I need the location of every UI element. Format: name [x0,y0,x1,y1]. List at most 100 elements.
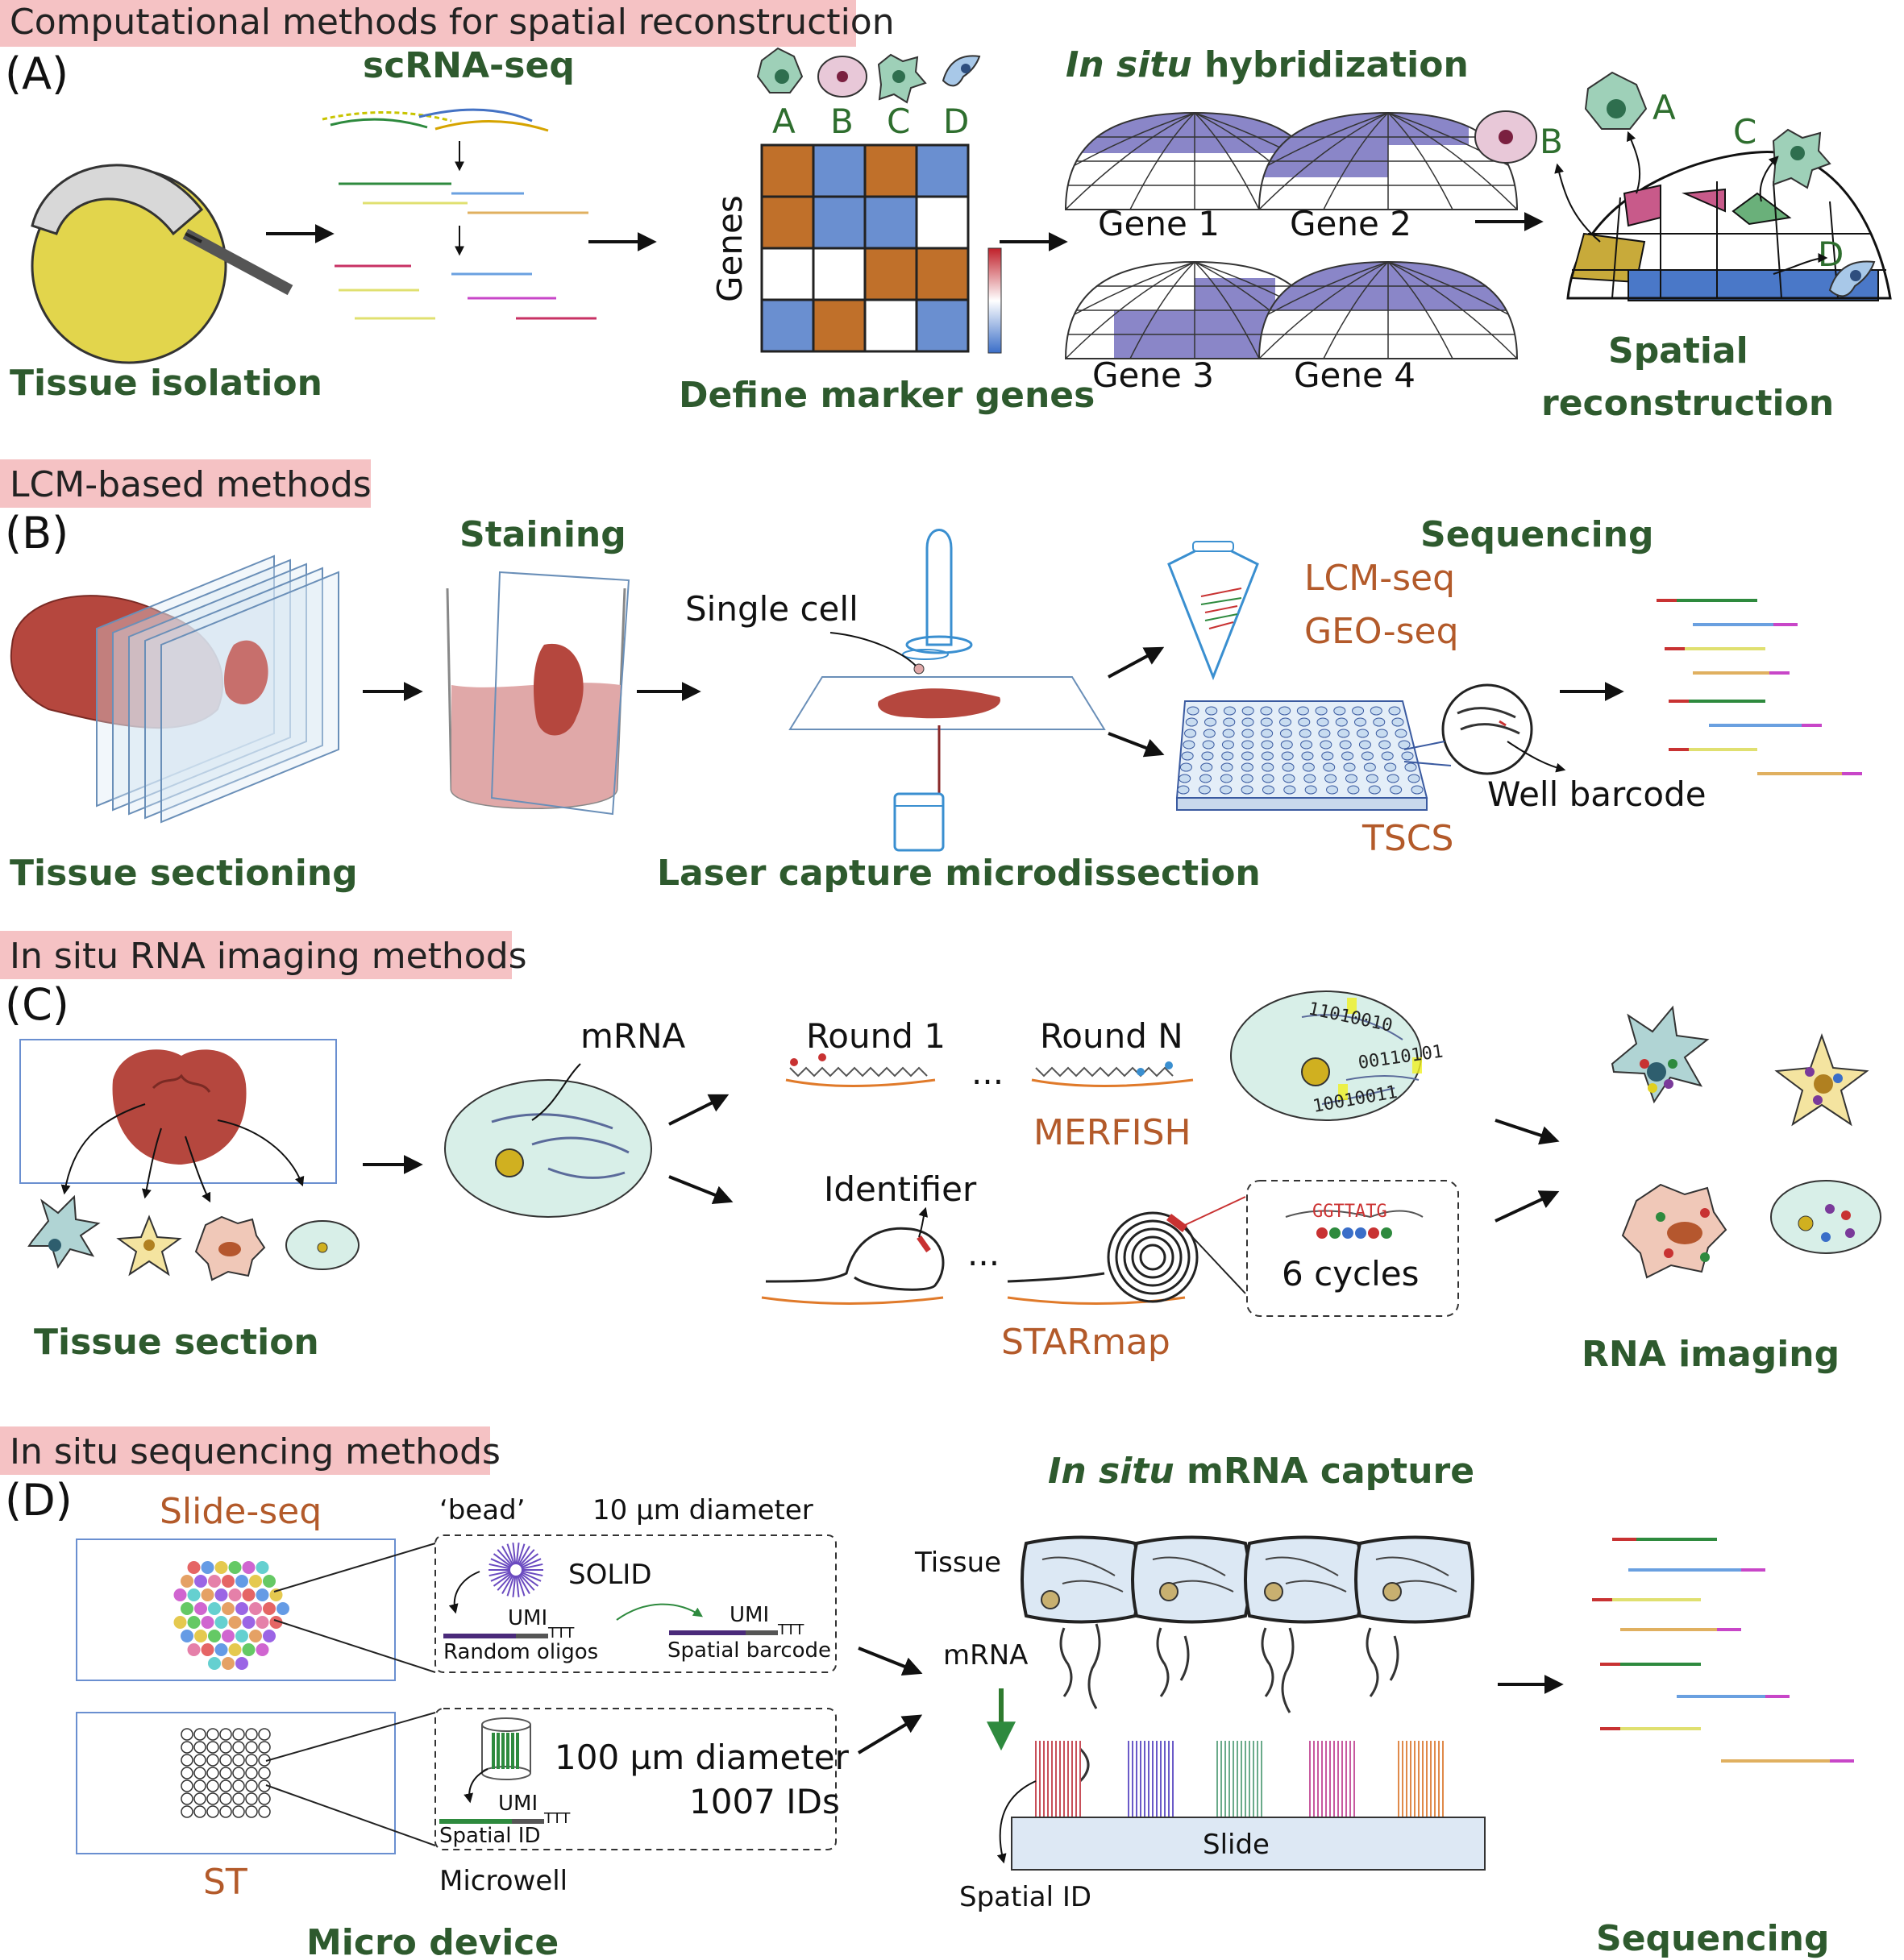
microwell-label: Microwell [439,1865,567,1897]
recon-label-b: B [1540,122,1563,161]
tissue-section-label: Tissue section [34,1322,319,1363]
slide-label: Slide [1203,1829,1270,1861]
well-zoom [1403,683,1566,775]
ids-label: 1007 IDs [689,1782,840,1821]
bead-diameter-label: 10 µm diameter [592,1494,813,1526]
panel-c-banner-text: In situ RNA imaging methods [10,936,527,977]
tissue-section-illustration [19,1039,360,1281]
umi-label-2: UMI [730,1603,769,1627]
cycles-label: 6 cycles [1282,1254,1420,1294]
recon-cell-d [1828,260,1876,297]
panel-d-banner [0,1426,490,1475]
recon-label-c: C [1733,112,1756,152]
panel-b-banner-text: LCM-based methods [10,464,372,505]
well-barcode-label: Well barcode [1487,774,1707,814]
heatmap-cell [915,298,970,353]
starmap-label: STARmap [1001,1322,1170,1363]
panel-b-banner [0,459,371,508]
cell-icon-d [942,55,981,87]
sequencing-cycles-box [1246,1180,1459,1317]
staining-beaker [446,571,630,816]
capture-tissue-cells [1021,1535,1474,1624]
genes-axis-label: Genes [710,195,750,302]
heatmap-cell [760,298,815,353]
gene-domes [1064,111,1519,359]
heatmap-cell [915,143,970,198]
scrna-seq-title: scRNA-seq [363,45,575,86]
heatmap-cell [863,247,918,301]
rna-imaging-cells [1611,1005,1881,1279]
heatmap-colorbar [987,247,1002,354]
heatmap-cell [812,195,867,250]
tscs-label: TSCS [1361,818,1453,859]
spatial-id-label-1: Spatial ID [439,1824,540,1848]
heatmap-cell [863,143,918,198]
panel-b: LCM-based methods (B) Tissue sectioning … [0,459,1862,894]
round-n-label: Round N [1040,1016,1183,1056]
spatial-id-label-2: Spatial ID [959,1881,1091,1913]
merfish-ellipsis: ... [971,1053,1004,1092]
panel-c: In situ RNA imaging methods (C) Tissue s… [0,931,1881,1375]
recon-label-a: A [1652,88,1676,127]
tissue-sectioning-illustration [10,554,339,824]
panel-a-banner [0,0,856,47]
gene-2-label: Gene 2 [1290,204,1411,243]
heatmap-cell [812,247,867,301]
cell-icon-b [817,56,867,98]
starmap-ellipsis: ... [967,1234,1000,1273]
bead-label: ‘bead’ [439,1494,526,1526]
merfish-probes [785,1053,1194,1087]
tissue-cell [1021,1535,1141,1624]
ttt-label-1: TTT [547,1625,575,1642]
heatmap-cell [915,247,970,301]
gene-4-label: Gene 4 [1294,355,1416,395]
heatmap-cell [760,247,815,301]
cell-label-b: B [830,102,854,141]
capture-title: In situ mRNA capture [1048,1451,1474,1492]
panel-d-letter: (D) [5,1475,73,1526]
gene-3-label: Gene 3 [1092,355,1214,395]
sequence-reads-d [1592,1538,1854,1763]
mrna-label-c: mRNA [580,1016,686,1056]
umi-label-3: UMI [498,1792,538,1816]
panel-d: In situ sequencing methods (D) Slide-seq… [0,1426,1854,1960]
heatmap-cell [760,143,815,198]
cell-icon-a [756,47,804,93]
tissue-label-d: Tissue [914,1547,1001,1579]
mrna-cell [444,1063,652,1218]
panel-c-banner [0,931,512,979]
well-diameter-label: 100 µm diameter [555,1738,850,1777]
well-plate [1175,700,1428,811]
single-cell-label: Single cell [685,589,858,629]
heatmap-cell [915,195,970,250]
st-label: ST [203,1862,247,1903]
lcm-setup [788,529,1106,852]
sequence-dots [1316,1227,1392,1239]
slideseq-label: Slide-seq [160,1491,322,1532]
panel-d-banner-text: In situ sequencing methods [10,1431,501,1472]
sequencing-title-b: Sequencing [1420,514,1654,555]
tissue-isolation-illustration [31,164,293,364]
random-oligos-label: Random oligos [443,1640,598,1664]
well-detail-box [434,1708,837,1850]
capture-slide [1011,1817,1486,1871]
gene-1-label: Gene 1 [1098,204,1220,243]
heatmap-cell [863,298,918,353]
marker-gene-heatmap [760,143,970,353]
tissue-isolation-label: Tissue isolation [10,363,322,404]
panel-a: Computational methods for spatial recons… [0,0,1892,424]
mrna-label-d: mRNA [943,1639,1028,1671]
merfish-label: MERFISH [1033,1112,1191,1153]
starmap-probes [761,1196,1246,1305]
umi-label-1: UMI [508,1606,547,1630]
tube-icon [1167,541,1259,681]
micro-device-label: Micro device [306,1922,559,1960]
spatial-barcode-label: Spatial barcode [667,1638,831,1663]
round-1-label: Round 1 [806,1016,946,1056]
heatmap-cell [812,298,867,353]
recon-cell-b [1474,110,1537,164]
recon-label-d: D [1818,235,1844,274]
cell-icon-c [877,53,927,104]
cell-label-d: D [943,102,969,141]
